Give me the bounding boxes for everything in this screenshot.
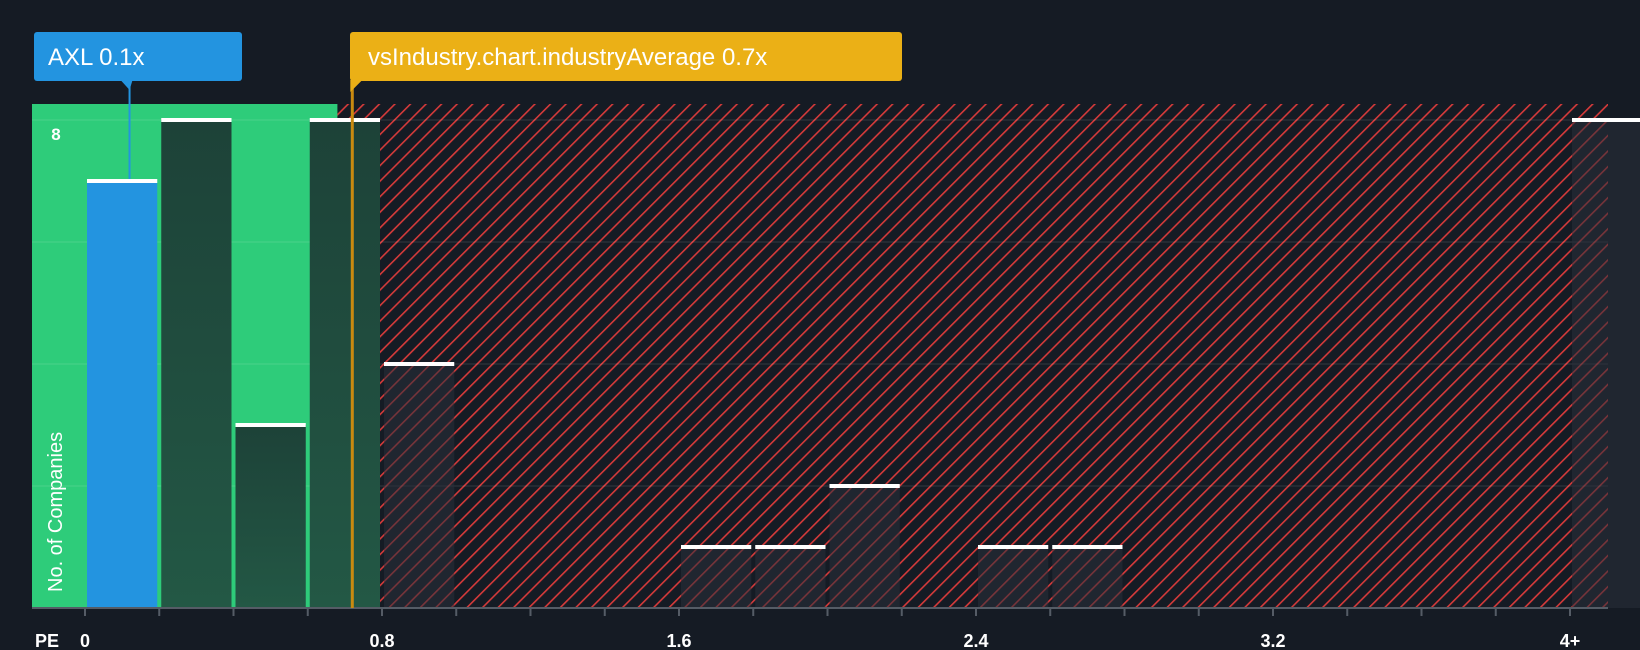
industry-callout-label: vsIndustry.chart.industryAverage 0.7x [368,44,767,71]
industry-callout: vsIndustry.chart.industryAverage 0.7x [350,32,902,92]
histogram-bar [384,364,455,608]
histogram-bar [1572,120,1640,608]
histogram-bar-group [161,118,232,608]
histogram-bar-top [1572,118,1640,122]
company-callout-label: AXL 0.1x [48,44,145,71]
histogram-bar [978,547,1049,608]
histogram-bars [87,118,1640,608]
histogram-bar-top [161,118,232,122]
histogram-bar [161,120,232,608]
x-tick-label: 4+ [1560,631,1581,650]
x-tick-label: 0 [80,631,90,650]
x-tick-label: 1.6 [666,631,691,650]
histogram-bar [309,120,380,608]
histogram-bar-group [235,423,306,608]
x-tick-label: 0.8 [369,631,394,650]
company-callout-box [34,32,242,81]
histogram-bar-group [755,545,826,608]
histogram-bar-top [384,362,455,366]
callouts: AXL 0.1x vsIndustry.chart.industryAverage… [34,32,902,92]
background-zones [32,104,1609,608]
histogram-bar-top [755,545,826,549]
histogram-bar-top [681,545,752,549]
histogram-bar-top [1052,545,1123,549]
x-axis-name: PE [35,631,59,650]
markers [128,80,354,608]
histogram-bar-group [829,484,900,608]
industry-callout-box [350,32,902,81]
industry-callout-pointer [350,80,363,92]
company-callout: AXL 0.1x [34,32,242,90]
histogram-bar-group [978,545,1049,608]
histogram-bar [87,181,158,608]
company-callout-pointer [120,80,133,90]
histogram-bar-top [829,484,900,488]
histogram-bar-top [87,179,158,183]
x-tick-label: 3.2 [1260,631,1285,650]
y-tick-label: 8 [51,125,60,144]
histogram-bar-top [309,118,380,122]
y-axis-label: No. of Companies [45,432,67,592]
x-axis: 0 0.8 1.6 2.4 3.2 4+ 8 [32,125,1608,650]
histogram-bar-top [235,423,306,427]
histogram-bar [681,547,752,608]
histogram-bar-group [681,545,752,608]
x-tick-label: 2.4 [963,631,988,650]
histogram-bar-group [309,118,380,608]
histogram-bar-group [87,179,158,608]
histogram-bar [1052,547,1123,608]
histogram-bar-top [978,545,1049,549]
histogram-bar-group [1052,545,1123,608]
histogram-bar-group [384,362,455,608]
histogram-bar [235,425,306,608]
overvalued-zone [337,104,1609,608]
labels: No. of Companies PE [35,432,67,650]
histogram-bar [829,486,900,608]
histogram-bar-group [1572,118,1640,608]
histogram-bar [755,547,826,608]
